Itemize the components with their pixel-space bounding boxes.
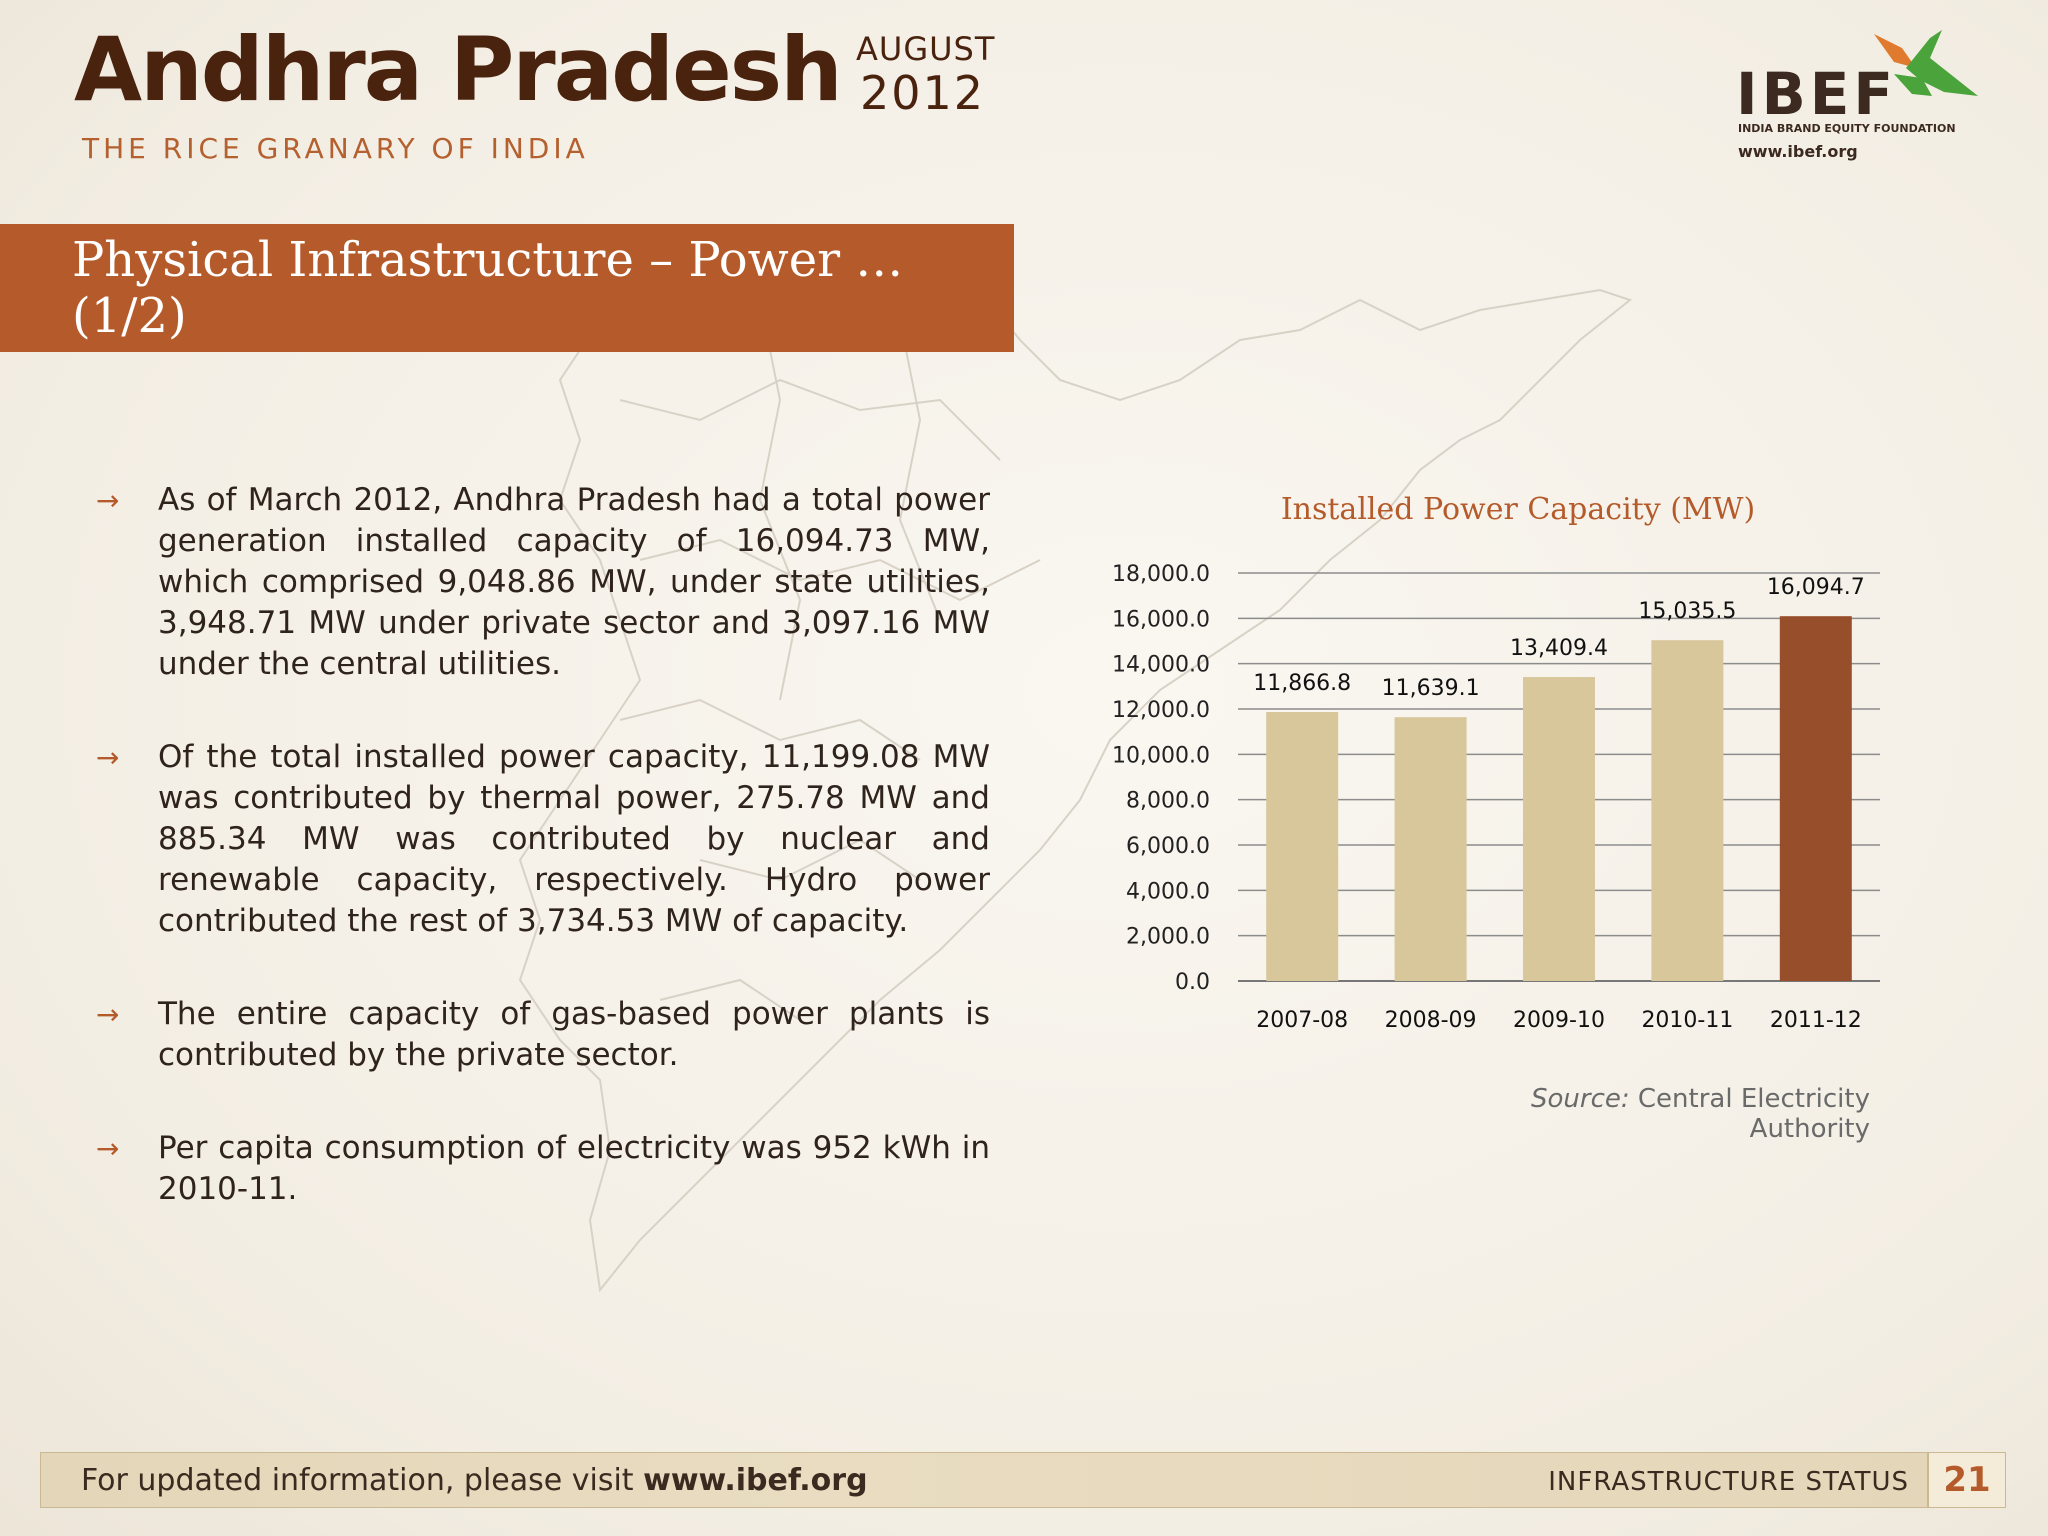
data-label: 11,866.8 <box>1253 671 1351 696</box>
logo-wordmark: IBEF <box>1736 60 1898 128</box>
bullet-item: → Of the total installed power capacity,… <box>96 737 990 942</box>
installed-capacity-bar-chart: 0.0 2,000.0 4,000.0 6,000.0 8,000.0 10,000.0 1… <box>1112 562 1880 1033</box>
bullet-item: → As of March 2012, Andhra Pradesh had a… <box>96 480 990 685</box>
page-number: 21 <box>1943 1460 1991 1500</box>
y-tick-label: 2,000.0 <box>1126 925 1210 950</box>
x-tick-label: 2009-10 <box>1513 1008 1605 1033</box>
y-tick-label: 10,000.0 <box>1112 743 1210 768</box>
bird-icon <box>1874 30 1978 96</box>
x-tick-label: 2010-11 <box>1641 1008 1733 1033</box>
footer-message-text: For updated information, please visit <box>81 1463 634 1498</box>
footer-bar: For updated information, please visit ww… <box>40 1452 2006 1508</box>
bullet-text: As of March 2012, Andhra Pradesh had a t… <box>158 482 990 682</box>
y-tick-label: 8,000.0 <box>1126 789 1210 814</box>
logo-subtitle: INDIA BRAND EQUITY FOUNDATION <box>1738 122 1956 135</box>
bar <box>1266 712 1339 981</box>
x-tick-label: 2008-09 <box>1385 1008 1477 1033</box>
arrow-right-icon: → <box>96 998 120 1031</box>
bullet-item: → The entire capacity of gas-based power… <box>96 994 990 1076</box>
state-title: Andhra Pradesh <box>74 18 843 121</box>
bar <box>1779 616 1852 981</box>
state-tagline: THE RICE GRANARY OF INDIA <box>82 132 589 165</box>
issue-month: AUGUST <box>856 30 996 68</box>
y-tick-label: 0.0 <box>1175 970 1210 995</box>
source-label: Source: <box>1531 1084 1630 1114</box>
data-label: 11,639.1 <box>1382 676 1480 701</box>
arrow-right-icon: → <box>96 741 120 774</box>
bullet-text: Per capita consumption of electricity wa… <box>158 1130 990 1207</box>
footer-message: For updated information, please visit ww… <box>81 1463 868 1498</box>
chart-title: Installed Power Capacity (MW) <box>1280 492 1756 527</box>
y-tick-label: 18,000.0 <box>1112 562 1210 587</box>
logo-url[interactable]: www.ibef.org <box>1738 142 1858 161</box>
y-tick-label: 16,000.0 <box>1112 607 1210 632</box>
x-tick-label: 2011-12 <box>1770 1008 1862 1033</box>
arrow-right-icon: → <box>96 1132 120 1165</box>
source-note: Source: Central Electricity Authority <box>1420 1084 1870 1144</box>
issue-year: 2012 <box>860 66 986 120</box>
data-label: 16,094.7 <box>1767 575 1865 600</box>
y-tick-label: 6,000.0 <box>1126 834 1210 859</box>
source-text: Central Electricity Authority <box>1637 1084 1870 1144</box>
bullet-item: → Per capita consumption of electricity … <box>96 1128 990 1210</box>
y-tick-label: 12,000.0 <box>1112 698 1210 723</box>
y-tick-label: 14,000.0 <box>1112 653 1210 678</box>
x-tick-label: 2007-08 <box>1256 1008 1348 1033</box>
footer-link[interactable]: www.ibef.org <box>643 1463 868 1498</box>
bar <box>1394 717 1467 981</box>
bullet-text: Of the total installed power capacity, 1… <box>158 739 990 939</box>
arrow-right-icon: → <box>96 484 120 517</box>
data-label: 13,409.4 <box>1510 636 1608 661</box>
section-banner: Physical Infrastructure – Power … (1/2) <box>0 224 1014 352</box>
footer-section-label: INFRASTRUCTURE STATUS <box>1548 1467 1909 1497</box>
data-label: 15,035.5 <box>1638 599 1736 624</box>
y-tick-label: 4,000.0 <box>1126 879 1210 904</box>
page-number-box: 21 <box>1927 1453 2005 1507</box>
bar <box>1651 640 1724 981</box>
bullet-text: The entire capacity of gas-based power p… <box>158 996 990 1073</box>
section-title: Physical Infrastructure – Power … (1/2) <box>72 232 904 344</box>
bar <box>1523 677 1595 981</box>
bullet-list: → As of March 2012, Andhra Pradesh had a… <box>96 480 990 1262</box>
ibef-logo[interactable]: IBEF INDIA BRAND EQUITY FOUNDATION www.i… <box>1736 18 1978 168</box>
